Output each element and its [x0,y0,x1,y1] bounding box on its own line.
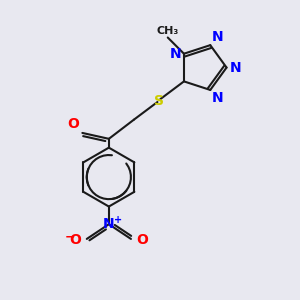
Text: O: O [68,118,80,131]
Text: −: − [65,231,76,244]
Text: CH₃: CH₃ [157,26,179,36]
Text: N: N [230,61,241,75]
Text: N: N [170,47,182,61]
Text: +: + [114,215,122,225]
Text: O: O [70,233,82,248]
Text: N: N [212,92,224,105]
Text: S: S [154,94,164,107]
Text: N: N [103,217,115,231]
Text: N: N [212,30,224,44]
Text: O: O [136,233,148,248]
